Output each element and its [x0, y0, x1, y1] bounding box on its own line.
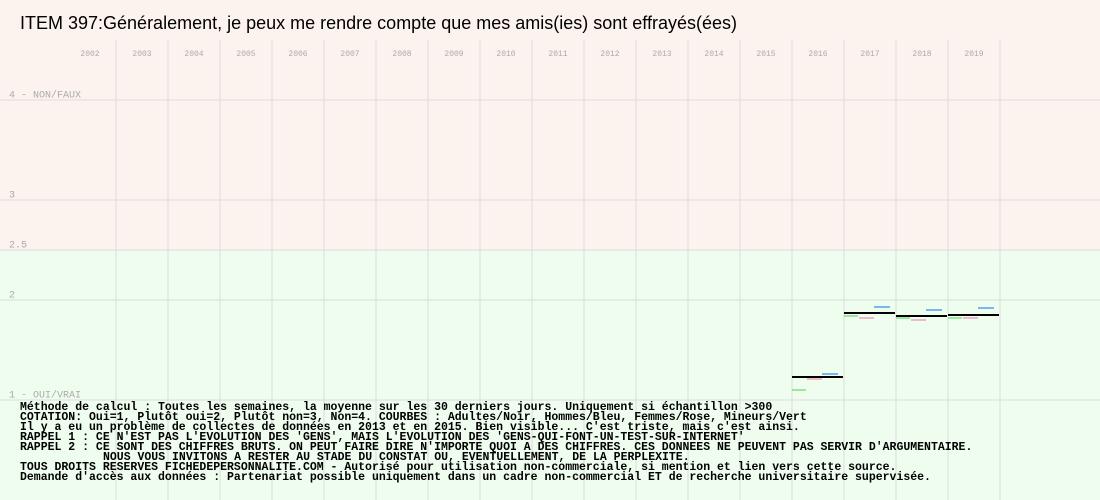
grid [0, 40, 1100, 500]
x-tick-label: 2008 [392, 50, 411, 59]
footnote: RAPPEL 2 : CE SONT DES CHIFFRES BRUTS. O… [20, 441, 972, 454]
x-tick-label: 2019 [964, 50, 983, 59]
x-tick-label: 2002 [80, 50, 99, 59]
chart-title: ITEM 397:Généralement, je peux me rendre… [20, 13, 737, 33]
y-tick-label: 4 - NON/FAUX [9, 90, 81, 102]
x-tick-label: 2017 [860, 50, 879, 59]
x-tick-label: 2006 [288, 50, 307, 59]
x-tick-label: 2014 [704, 50, 723, 59]
y-tick-label: 2 [9, 291, 15, 302]
footnote: TOUS DROITS RESERVES FICHEDEPERSONNALITE… [20, 461, 896, 474]
x-tick-label: 2013 [652, 50, 671, 59]
footnote: Demande d'accès aux données : Partenaria… [20, 471, 931, 484]
marks [792, 306, 999, 391]
x-tick-label: 2016 [808, 50, 827, 59]
footnote: Il y a eu un problème de collectes de do… [20, 421, 800, 434]
x-tick-label: 2004 [184, 50, 203, 59]
upper-zone [0, 0, 1100, 250]
x-tick-label: 2011 [548, 50, 567, 59]
footnote: RAPPEL 1 : CE N'EST PAS L'EVOLUTION DES … [20, 431, 745, 444]
x-tick-label: 2009 [444, 50, 463, 59]
y-tick-label: 1 - OUI/VRAI [9, 390, 81, 402]
y-tick-label: 2.5 [9, 241, 27, 252]
footnote: NOUS VOUS INVITONS A RESTER AU STADE DU … [103, 451, 690, 464]
x-tick-label: 2010 [496, 50, 515, 59]
footnote: Méthode de calcul : Toutes les semaines,… [20, 401, 772, 414]
x-tick-label: 2012 [600, 50, 619, 59]
footnote: COTATION: Oui=1, Plutôt oui=2, Plutôt no… [20, 411, 807, 424]
x-tick-label: 2007 [340, 50, 359, 59]
x-tick-label: 2003 [132, 50, 151, 59]
labels: 4 - NON/FAUX 3 2.5 2 1 - OUI/VRAI 2002 2003 200… [9, 50, 984, 484]
x-tick-label: 2018 [912, 50, 931, 59]
y-tick-label: 3 [9, 191, 15, 202]
lower-zone [0, 250, 1100, 500]
x-tick-label: 2015 [756, 50, 775, 59]
x-tick-label: 2005 [236, 50, 255, 59]
